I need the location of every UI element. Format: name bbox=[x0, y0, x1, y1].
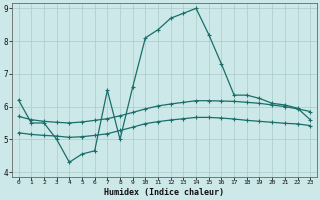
X-axis label: Humidex (Indice chaleur): Humidex (Indice chaleur) bbox=[104, 188, 224, 197]
